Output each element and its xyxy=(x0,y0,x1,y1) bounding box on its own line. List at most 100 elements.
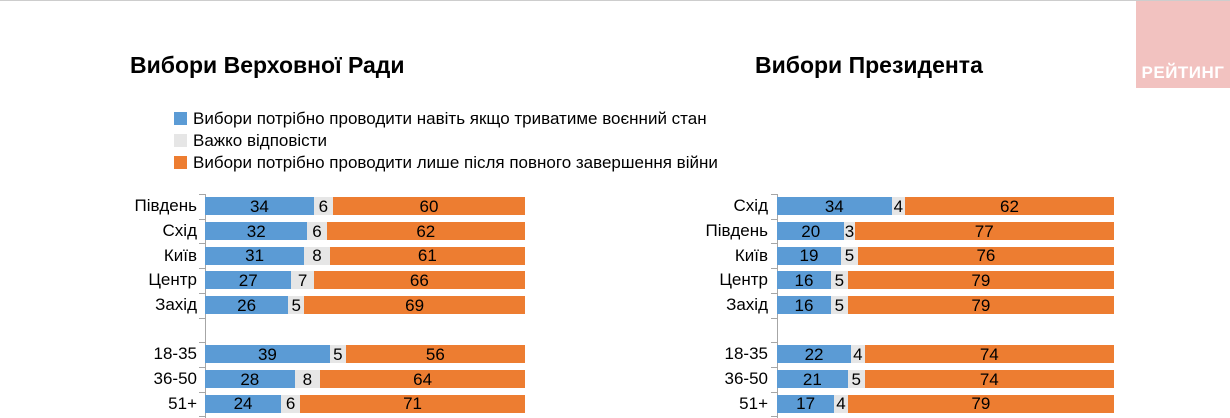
segment-wartime: 21 xyxy=(777,369,848,389)
value-label: 79 xyxy=(971,270,991,290)
value-label: 71 xyxy=(403,394,422,414)
value-label: 5 xyxy=(291,295,301,315)
segment-undecided: 8 xyxy=(294,369,321,389)
bar-row: 18-35 39 5 56 xyxy=(130,342,525,367)
legend-label: Важко відповісти xyxy=(193,130,327,150)
segment-wartime: 24 xyxy=(205,394,282,414)
bar-track: 16 5 79 xyxy=(777,295,1114,315)
legend-item-afterwar: Вибори потрібно проводити лише після пов… xyxy=(174,151,718,173)
bar-row: Центр 27 7 66 xyxy=(130,268,525,293)
legend-item-undecided: Важко відповісти xyxy=(174,129,718,151)
segment-wartime: 16 xyxy=(777,296,831,315)
segment-wartime: 19 xyxy=(777,246,842,265)
value-label: 6 xyxy=(285,394,296,414)
bar-track: 20 3 77 xyxy=(777,221,1114,241)
axis-tick xyxy=(771,342,777,344)
value-label: 24 xyxy=(233,394,253,414)
value-label: 31 xyxy=(245,246,265,266)
value-label: 34 xyxy=(249,196,269,216)
legend-label: Вибори потрібно проводити лише після пов… xyxy=(193,152,718,172)
axis-tick xyxy=(199,243,205,245)
category-label: Схід xyxy=(162,221,197,241)
segment-afterwar: 77 xyxy=(854,221,1114,241)
value-label: 77 xyxy=(974,221,994,241)
value-label: 74 xyxy=(979,344,999,364)
bar-row: 18-35 22 4 74 xyxy=(700,342,1114,367)
bar-row: Схід 34 4 62 xyxy=(700,194,1114,219)
category-label: Центр xyxy=(148,270,197,290)
bar-track: 24 6 71 xyxy=(205,394,525,414)
value-label: 64 xyxy=(413,369,433,389)
axis-tick xyxy=(199,194,205,195)
bar-track: 34 6 60 xyxy=(205,196,525,216)
segment-undecided: 3 xyxy=(844,221,855,241)
segment-afterwar: 61 xyxy=(329,246,525,266)
bar-row: Схід 32 6 62 xyxy=(130,219,525,244)
axis-tick xyxy=(199,342,205,344)
value-label: 3 xyxy=(844,221,855,241)
value-label: 8 xyxy=(312,246,322,266)
group-spacer xyxy=(130,317,525,342)
axis-tick xyxy=(199,416,205,418)
axis-tick xyxy=(771,366,777,368)
value-label: 66 xyxy=(409,270,429,290)
value-label: 62 xyxy=(416,221,436,241)
segment-afterwar: 60 xyxy=(332,196,525,216)
value-label: 27 xyxy=(238,270,258,290)
chart-verkhovna-rada: Південь 34 6 60 Схід 32 6 62 Київ 31 8 61 Центр 27 7 66… xyxy=(130,194,525,418)
category-label: Київ xyxy=(163,245,197,265)
segment-undecided: 5 xyxy=(329,345,346,364)
segment-undecided: 5 xyxy=(847,370,865,389)
segment-undecided: 4 xyxy=(891,197,906,216)
value-label: 8 xyxy=(302,369,313,389)
category-label: 51+ xyxy=(739,393,768,413)
segment-afterwar: 76 xyxy=(857,246,1114,266)
value-label: 76 xyxy=(976,246,996,266)
segment-afterwar: 74 xyxy=(864,344,1114,364)
value-label: 32 xyxy=(246,221,266,241)
segment-afterwar: 64 xyxy=(320,369,525,389)
bar-row: 36-50 21 5 74 xyxy=(700,367,1114,392)
bar-track: 28 8 64 xyxy=(205,369,525,389)
axis-tick xyxy=(199,218,205,220)
value-label: 4 xyxy=(836,394,846,414)
value-label: 22 xyxy=(804,344,824,364)
bar-row: 36-50 28 8 64 xyxy=(130,367,525,392)
legend-item-wartime: Вибори потрібно проводити навіть якщо тр… xyxy=(174,107,718,129)
bar-row: Київ 31 8 61 xyxy=(130,243,525,268)
bar-track: 17 4 79 xyxy=(777,394,1114,414)
value-label: 20 xyxy=(801,221,821,241)
value-label: 4 xyxy=(853,344,863,364)
axis-tick xyxy=(771,416,777,418)
rows: Схід 34 4 62 Південь 20 3 77 Київ 19 5 76 Центр 16 5 79… xyxy=(700,194,1114,416)
value-label: 5 xyxy=(834,295,845,315)
value-label: 28 xyxy=(240,369,260,389)
value-label: 26 xyxy=(237,295,257,315)
value-label: 60 xyxy=(419,196,439,216)
segment-wartime: 34 xyxy=(777,197,892,216)
segment-wartime: 39 xyxy=(205,345,330,364)
rows: Південь 34 6 60 Схід 32 6 62 Київ 31 8 61 Центр 27 7 66… xyxy=(130,194,525,416)
axis-tick xyxy=(771,292,777,294)
segment-wartime: 34 xyxy=(205,196,314,216)
bar-row: Центр 16 5 79 xyxy=(700,268,1114,293)
bar-row: Захід 16 5 79 xyxy=(700,293,1114,318)
value-label: 17 xyxy=(796,394,816,414)
axis-tick xyxy=(199,268,205,270)
value-label: 79 xyxy=(971,394,991,414)
value-label: 79 xyxy=(971,295,991,315)
segment-afterwar: 79 xyxy=(847,394,1114,414)
segment-undecided: 8 xyxy=(304,246,330,266)
category-label: Київ xyxy=(734,245,768,265)
bar-track: 19 5 76 xyxy=(777,246,1114,266)
segment-undecided: 5 xyxy=(830,271,848,290)
segment-undecided: 4 xyxy=(834,394,848,414)
value-label: 61 xyxy=(417,246,437,266)
axis-tick xyxy=(771,317,777,319)
category-label: Центр xyxy=(719,270,768,290)
legend-swatch-gray xyxy=(174,133,187,147)
segment-afterwar: 74 xyxy=(864,370,1114,389)
value-label: 21 xyxy=(802,369,822,389)
bar-row: Південь 34 6 60 xyxy=(130,194,525,219)
legend-label: Вибори потрібно проводити навіть якщо тр… xyxy=(193,108,707,128)
